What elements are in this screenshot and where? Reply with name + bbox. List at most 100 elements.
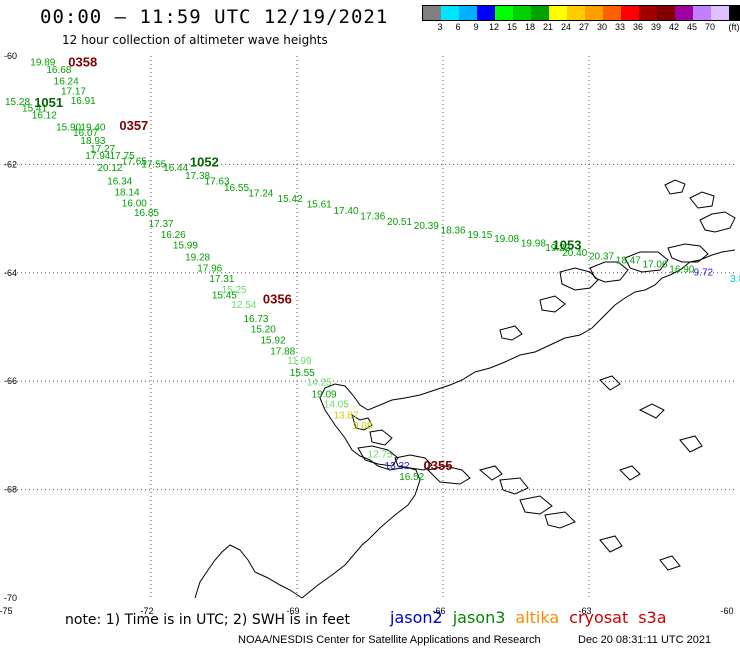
satellite-legend-jason2: jason2: [390, 608, 443, 627]
wave-height-value: 17.37: [149, 219, 174, 230]
wave-height-value: 12.75: [368, 449, 393, 460]
wave-height-value: 18.93: [80, 136, 105, 147]
lon-tick-label: -63: [578, 606, 591, 616]
color-swatch: [549, 6, 567, 20]
wave-height-value: 20.40: [562, 248, 587, 259]
pass-time-label: 0356: [263, 291, 292, 306]
coastline: [194, 179, 736, 599]
wave-height-value: 19.15: [467, 230, 492, 241]
wave-height-value: 16.07: [73, 128, 98, 139]
wave-height-value: 20.51: [387, 217, 412, 228]
lon-tick-label: -69: [286, 606, 299, 616]
wave-height-value: 16.00: [122, 198, 147, 209]
satellite-legend-altika: altika: [515, 608, 560, 627]
pass-time-label: 1053: [553, 238, 582, 253]
wave-height-value: 15.92: [261, 335, 286, 346]
wave-height-value: 17.27: [90, 144, 115, 155]
color-scale-label: 70: [704, 22, 716, 32]
wave-height-value: 15.90: [56, 122, 81, 133]
wave-height-value: 17.31: [209, 274, 234, 285]
wave-height-value: 13.32: [385, 461, 410, 472]
wave-height-value: 15.99: [173, 241, 198, 252]
wave-height-value: 19.40: [80, 122, 105, 133]
wave-height-value: 17.40: [334, 206, 359, 217]
pass-time-labels: 0358 1051 0357 1052 1053 0356 0355: [34, 54, 581, 473]
color-scale-labels: 3 6 9 12 15 18 21 24 27 30 33 36 39 42 45 70 (ft): [422, 22, 740, 36]
wave-height-value: 19.22: [545, 243, 570, 254]
wave-height-value: 20.12: [97, 163, 122, 174]
wave-height-value: 17.55: [141, 159, 166, 170]
wave-height-value: 13.87: [334, 410, 359, 421]
lon-tick-label: -75: [0, 606, 13, 616]
wave-height-value: 18.36: [441, 225, 466, 236]
lon-tick-label: -60: [720, 606, 733, 616]
color-scale-label: 6: [455, 22, 461, 32]
wave-height-value: 16.24: [54, 76, 79, 87]
color-swatch: [729, 6, 740, 20]
wave-height-value: 18.47: [616, 255, 641, 266]
wave-height-value: 19.28: [185, 253, 210, 264]
color-scale-bar: [422, 5, 740, 21]
wave-height-value: 15.45: [212, 290, 237, 301]
lat-tick-label: -68: [4, 485, 17, 495]
wave-height-value: 16.52: [399, 472, 424, 483]
pass-time-label: 0357: [119, 118, 148, 133]
wave-height-value: 16.85: [134, 208, 159, 219]
color-scale-label: 18: [524, 22, 536, 32]
wave-height-value: 17.63: [205, 177, 230, 188]
wave-height-value: 17.06: [643, 260, 668, 271]
footer-timestamp: Dec 20 08:31:11 UTC 2021: [578, 634, 712, 646]
color-swatch: [693, 6, 711, 20]
color-swatch: [513, 6, 531, 20]
lon-tick-label: -72: [140, 606, 153, 616]
color-scale-label: (ft): [728, 22, 740, 32]
color-scale-label: 42: [668, 22, 680, 32]
wave-height-value: 15.61: [307, 199, 332, 210]
pass-time-label: 1052: [190, 155, 219, 170]
color-scale-label: 36: [632, 22, 644, 32]
pass-time-label: 0358: [68, 54, 97, 69]
satellite-legend-s3a: s3a: [638, 608, 667, 627]
color-scale-label: 27: [578, 22, 590, 32]
satellite-legend-cryosat: cryosat: [569, 608, 629, 627]
color-scale-label: 21: [542, 22, 554, 32]
graticule: [5, 56, 735, 598]
wave-height-value: 16.91: [71, 96, 96, 107]
wave-height-value: 15.55: [290, 368, 315, 379]
wave-height-value: 14.25: [307, 378, 332, 389]
color-scale-label: 30: [596, 22, 608, 32]
wave-height-value: 17.88: [270, 346, 295, 357]
lat-tick-label: -60: [4, 51, 17, 61]
wave-height-value: 15.42: [278, 194, 303, 205]
wave-height-value: 20.37: [589, 251, 614, 262]
lat-tick-label: -66: [4, 376, 17, 386]
wave-height-value: 19.98: [521, 238, 546, 249]
satellite-legend: jason2 jason3 altika cryosat s3a: [390, 608, 677, 627]
color-scale-label: 45: [686, 22, 698, 32]
color-scale-label: 33: [614, 22, 626, 32]
lat-tick-label: -70: [4, 593, 17, 603]
footer-note: note: 1) Time is in UTC; 2) SWH is in fe…: [65, 612, 351, 628]
color-swatch: [477, 6, 495, 20]
wave-height-value: 15.41: [22, 103, 47, 114]
wave-height-value: 17.65: [122, 157, 147, 168]
wave-height-value: 16.34: [107, 177, 132, 188]
satellite-legend-jason3: jason3: [452, 608, 506, 627]
color-swatch: [567, 6, 585, 20]
color-scale-label: 15: [506, 22, 518, 32]
wave-height-value: 17.75: [110, 151, 135, 162]
wave-height-value: 16.44: [163, 163, 188, 174]
wave-height-value: 9.08: [353, 421, 373, 432]
wave-height-value: 17.17: [61, 87, 86, 98]
wave-height-value: 16.68: [46, 65, 71, 76]
lat-tick-label: -62: [4, 159, 17, 169]
wave-height-value: 11.99: [287, 356, 312, 367]
wave-height-value: 15.28: [5, 97, 30, 108]
color-swatch: [711, 6, 729, 20]
color-swatch: [675, 6, 693, 20]
wave-height-value: 17.94: [85, 151, 110, 162]
axis-labels: -60 -62 -64 -66 -68 -70 -75 -72 -69 -66 -63 -60: [0, 51, 734, 616]
color-swatch: [585, 6, 603, 20]
